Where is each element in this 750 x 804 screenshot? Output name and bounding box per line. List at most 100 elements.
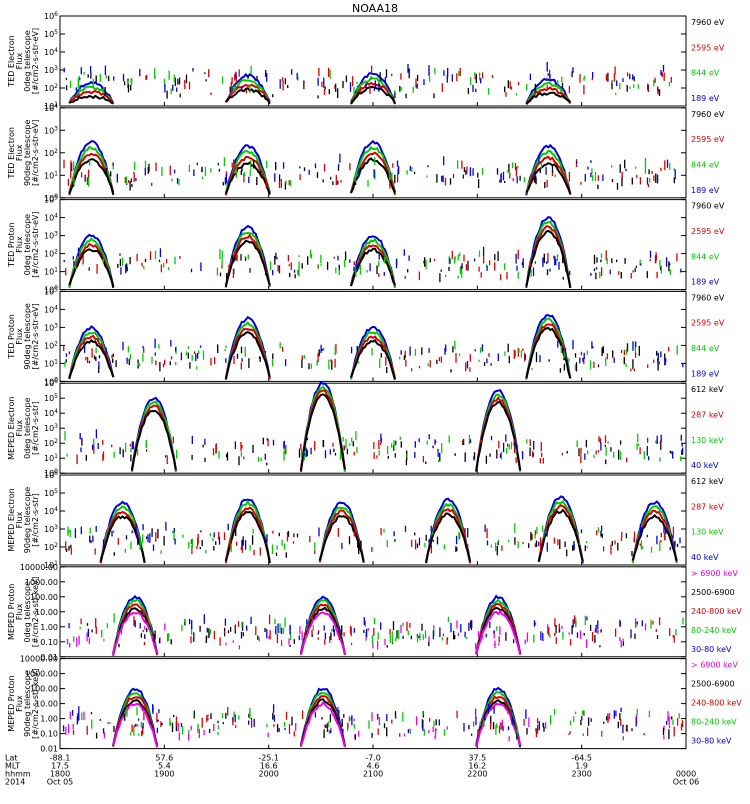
- pass-curve-844-eV: [525, 149, 572, 194]
- y-tick-label: 1.00: [40, 715, 58, 724]
- footer-lat-value: 57.6: [155, 753, 173, 762]
- footer-row-label: MLT: [5, 761, 20, 770]
- pass-curve-2595-eV: [525, 86, 572, 105]
- y-axis-label: TED ElectronFlux90deg telescope[#/cm2-s-…: [7, 119, 40, 186]
- pass-curve--6900-keV: [112, 612, 159, 656]
- panel-frame: [59, 15, 687, 107]
- y-tick-exponent: 2: [54, 83, 58, 90]
- scatter-points-2595-eV: [65, 249, 678, 281]
- y-tick-label: 101: [44, 358, 58, 368]
- legend-entry: 7960 eV: [691, 293, 725, 302]
- legend-entry: 130 keV: [691, 436, 724, 445]
- legend-entry: 40 keV: [691, 553, 719, 562]
- y-tick-label: 105: [44, 488, 58, 498]
- pass-curve-7960-eV: [350, 247, 396, 287]
- y-axis-label: MEPED ElectronFlux90deg telescope[#/cm2-…: [7, 487, 40, 554]
- y-tick-label: 105: [44, 393, 58, 403]
- y-axis-label-line: Flux: [15, 236, 24, 253]
- data-marks: [62, 686, 684, 748]
- y-tick-label: 104: [44, 103, 58, 113]
- y-tick-label: 102: [44, 340, 58, 350]
- scatter-points-189-eV: [63, 246, 682, 277]
- y-axis-label-line: 0deg telescope: [23, 214, 32, 275]
- y-tick-exponent: 1: [54, 453, 58, 460]
- y-axis-label: MEPED ElectronFlux0deg telescope[#/cm2-s…: [7, 397, 40, 460]
- legend-entry: 612 keV: [691, 477, 724, 486]
- y-tick-label: 104: [44, 213, 58, 223]
- y-tick-label: 105: [44, 195, 58, 205]
- y-axis-label-line: [#/cm2-s-str]: [31, 401, 40, 454]
- y-axis-label-line: [#/cm2-s-str-keV]: [31, 577, 40, 648]
- legend-entry: 2595 eV: [691, 135, 725, 144]
- scatter-points-287-keV: [76, 435, 661, 465]
- legend-entry: 844 eV: [691, 344, 720, 353]
- y-axis-label-line: 90deg telescope: [23, 487, 32, 554]
- footer-row-label: Lat: [5, 753, 18, 762]
- pass-curve-7960-eV: [224, 330, 271, 380]
- legend-entry: 612 keV: [691, 385, 724, 394]
- footer-row-label: 2014: [5, 777, 25, 786]
- y-tick-exponent: 5: [54, 488, 58, 495]
- y-tick-exponent: 2: [54, 148, 58, 155]
- y-tick-exponent: 3: [54, 65, 58, 72]
- pass-curve-7960-eV: [68, 248, 115, 289]
- legend-entry: 7960 eV: [691, 110, 725, 119]
- y-tick-label: 1.00: [40, 623, 58, 632]
- legend-entry: > 6900 keV: [691, 569, 738, 578]
- y-axis-label-line: MEPED Proton: [7, 675, 16, 731]
- y-tick-label: 100: [44, 468, 58, 478]
- pass-curve-2500-6900: [299, 698, 346, 747]
- y-axis-label: TED ProtonFlux0deg telescope[#/cm2-s-str…: [7, 211, 40, 277]
- y-tick-label: 104: [44, 304, 58, 314]
- scatter-points-30-80-keV: [68, 614, 643, 642]
- y-tick-exponent: 6: [54, 378, 58, 385]
- scatter-points-40-keV: [79, 429, 684, 461]
- scatter-points-2500-6900: [95, 710, 673, 740]
- scatter-points-130-keV: [64, 430, 682, 462]
- y-tick-label: 10000.00: [20, 655, 58, 664]
- scatter-points-612-keV: [65, 527, 679, 558]
- pass-curve-7960-eV: [525, 326, 572, 379]
- y-axis-label-line: Flux: [15, 603, 24, 620]
- y-tick-label: 105: [44, 29, 58, 39]
- y-axis-label-line: Flux: [15, 695, 24, 712]
- scatter-points-844-eV: [69, 65, 671, 96]
- y-tick-exponent: 1: [54, 358, 58, 365]
- pass-curve-189-eV: [525, 77, 572, 104]
- y-tick-exponent: 0: [54, 193, 58, 200]
- y-tick-exponent: 1: [54, 170, 58, 177]
- figure-title: NOAA18: [352, 2, 398, 15]
- y-tick-label: 101: [44, 453, 58, 463]
- pass-curve-7960-eV: [350, 85, 396, 105]
- legend-entry: 844 eV: [691, 160, 720, 169]
- scatter-points-240-800-keV: [80, 614, 675, 646]
- y-tick-exponent: 4: [54, 213, 58, 220]
- pass-curve-844-eV: [68, 145, 115, 195]
- y-tick-exponent: 1: [54, 267, 58, 274]
- footer-mlt-value: 1.9: [575, 761, 588, 770]
- y-tick-exponent: 3: [54, 423, 58, 430]
- y-tick-exponent: 4: [54, 103, 58, 110]
- legend-entry: 40 keV: [691, 461, 719, 470]
- legend-entry: 844 eV: [691, 252, 720, 261]
- y-tick-label: 1000.00: [25, 578, 58, 587]
- pass-curve-612-keV: [99, 515, 146, 563]
- y-tick-exponent: 3: [54, 231, 58, 238]
- y-tick-label: 104: [44, 47, 58, 57]
- y-axis-label-line: [#/cm2-s-str]: [31, 493, 40, 546]
- y-axis-label-line: TED Electron: [7, 35, 16, 87]
- y-axis-label-line: 0deg telescope: [23, 397, 32, 458]
- pass-curve-612-keV: [130, 409, 177, 471]
- y-axis-label-line: TED Proton: [7, 314, 16, 359]
- y-tick-label: 102: [44, 542, 58, 552]
- pass-curve-7960-eV: [68, 338, 115, 379]
- y-tick-label: 100.00: [30, 593, 58, 602]
- y-tick-label: 10000.00: [20, 563, 58, 572]
- y-tick-label: 0.01: [40, 653, 58, 662]
- y-tick-exponent: 3: [54, 322, 58, 329]
- y-axis-label-line: 0deg telescope: [23, 581, 32, 642]
- pass-curve-844-eV: [68, 237, 115, 289]
- scatter-points-844-eV: [64, 340, 678, 371]
